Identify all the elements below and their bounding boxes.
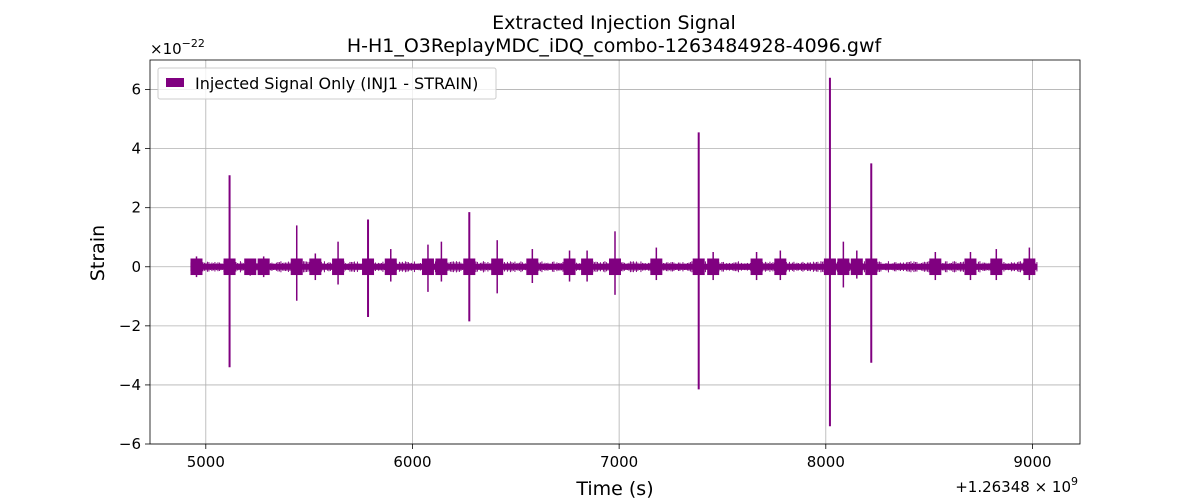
spike-burst: [865, 258, 878, 276]
y-tick-label: 2: [131, 199, 141, 217]
y-tick-label: −6: [119, 435, 141, 453]
y-axis-scale-base: ×10: [150, 40, 182, 58]
y-axis-label: Strain: [87, 225, 109, 281]
spike-burst: [332, 258, 345, 276]
spike-burst: [526, 258, 539, 276]
spike-burst: [692, 258, 705, 276]
spike-burst: [435, 258, 448, 276]
spike-burst: [463, 258, 476, 276]
spike-burst: [823, 258, 836, 276]
y-tick-label: −2: [119, 317, 141, 335]
spike-burst: [1023, 258, 1036, 276]
legend-box: [157, 67, 497, 100]
spike-burst: [384, 258, 397, 276]
legend-swatch: [166, 78, 184, 87]
x-axis-label: Time (s): [575, 478, 653, 500]
x-tick-label: 5000: [187, 453, 225, 471]
y-axis-scale-exponent: −22: [182, 37, 205, 50]
spike-burst: [563, 258, 576, 276]
x-tick-label: 6000: [393, 453, 431, 471]
spike-burst: [750, 258, 763, 276]
spike-burst: [837, 258, 850, 276]
y-axis-scale-label: ×10−22: [150, 37, 205, 58]
spike-burst: [581, 258, 594, 276]
spike-burst: [421, 258, 434, 276]
y-tick-label: 4: [131, 140, 141, 158]
spike-burst: [650, 258, 663, 276]
x-axis-ticks: 5000 6000 7000 8000 9000: [187, 444, 1052, 471]
legend: Injected Signal Only (INJ1 - STRAIN): [157, 67, 497, 100]
plot-area: [190, 77, 1038, 427]
y-tick-label: 0: [131, 258, 141, 276]
x-axis-offset-label: +1.26348 × 109: [955, 475, 1078, 496]
spike-burst: [290, 258, 303, 276]
x-axis-offset-exponent: 9: [1071, 475, 1078, 488]
y-axis-ticks: −6 −4 −2 0 2 4 6: [119, 81, 150, 453]
spike-burst: [990, 258, 1003, 276]
spike-burst: [244, 258, 257, 276]
x-axis-offset-base: +1.26348 × 10: [955, 478, 1071, 496]
spike-burst: [707, 258, 720, 276]
spike-burst: [850, 258, 863, 276]
spike-burst: [609, 258, 621, 276]
legend-label: Injected Signal Only (INJ1 - STRAIN): [195, 74, 478, 93]
y-tick-label: −4: [119, 376, 141, 394]
spike-burst: [257, 258, 270, 276]
y-tick-label: 6: [131, 81, 141, 99]
x-tick-label: 7000: [600, 453, 638, 471]
spike-burst: [491, 258, 504, 276]
x-tick-label: 8000: [807, 453, 845, 471]
spike-burst: [774, 258, 787, 276]
spike-burst: [190, 258, 203, 276]
spike-burst: [362, 258, 375, 276]
spike-burst: [964, 258, 977, 276]
chart-subtitle: H-H1_O3ReplayMDC_iDQ_combo-1263484928-40…: [347, 35, 883, 57]
plot-frame: [149, 59, 1081, 445]
spike-burst: [309, 258, 322, 276]
x-tick-label: 9000: [1013, 453, 1051, 471]
spike-burst: [223, 258, 236, 276]
chart-title: Extracted Injection Signal: [492, 12, 736, 34]
spike-burst: [929, 258, 942, 276]
